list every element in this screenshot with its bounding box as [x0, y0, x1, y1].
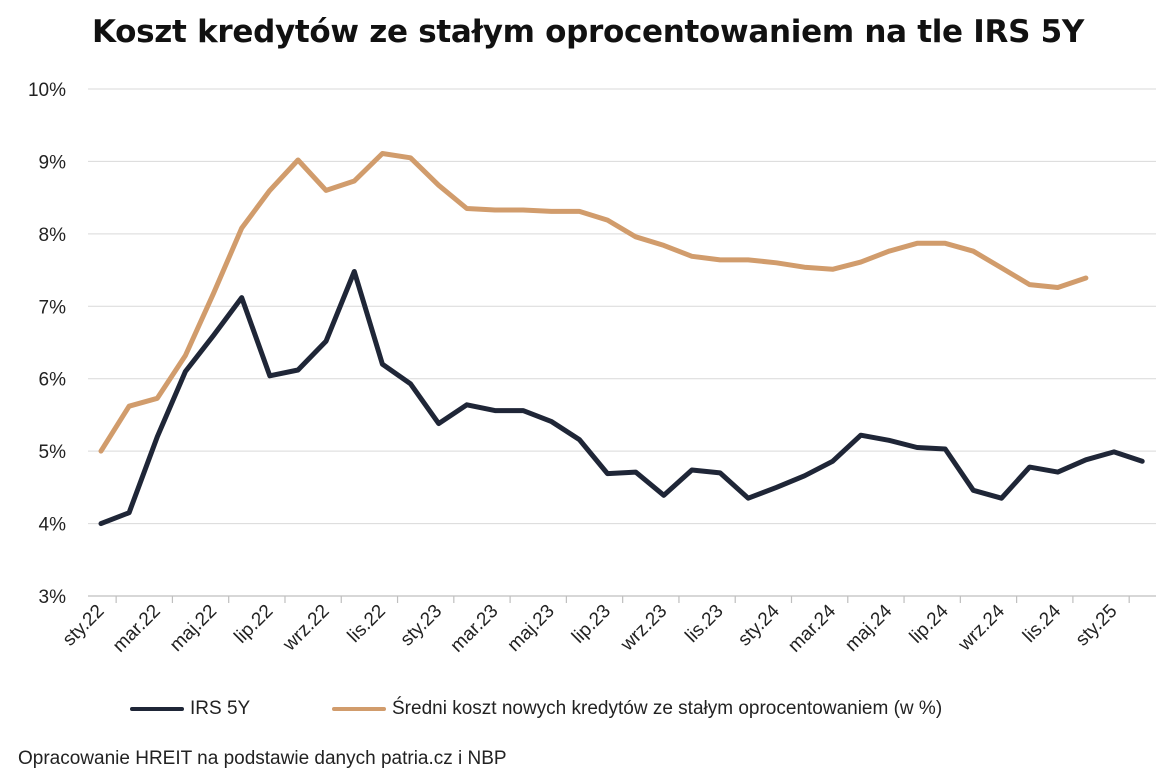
gridlines — [88, 88, 1156, 525]
series-line-loan-cost — [98, 151, 1089, 454]
x-tick-label: lis.24 — [1019, 600, 1066, 647]
x-tick-label: sty.23 — [397, 601, 447, 651]
x-tick-label: lis.23 — [681, 601, 727, 647]
y-tick-label: 10% — [28, 80, 66, 101]
x-tick-label: wrz.23 — [616, 601, 671, 656]
legend-swatch-loan-cost — [332, 707, 386, 711]
x-tick-label: mar.22 — [109, 601, 165, 657]
y-tick-label: 3% — [39, 587, 67, 608]
x-tick-label: mar.24 — [784, 600, 840, 656]
series-line-irs-5y — [98, 269, 1145, 527]
y-tick-label: 4% — [39, 515, 67, 536]
x-tick-label: lip.22 — [230, 601, 277, 648]
x-tick-label: sty.25 — [1072, 601, 1122, 651]
legend-item-irs: IRS 5Y — [130, 698, 250, 720]
y-tick-label: 7% — [39, 297, 67, 318]
y-tick-label: 8% — [39, 225, 67, 246]
y-tick-label: 9% — [39, 152, 67, 173]
legend-label-irs: IRS 5Y — [190, 698, 251, 719]
x-tick-label: wrz.22 — [279, 601, 334, 656]
x-tick-label: lip.23 — [568, 601, 615, 648]
x-tick-label: sty.24 — [734, 600, 784, 650]
y-axis: 3% 4% 5% 6% 7% 8% 9% 10% — [28, 80, 66, 608]
x-tick-label: lis.22 — [344, 601, 390, 647]
x-tick-label: lip.24 — [906, 600, 953, 647]
x-tick-label: maj.22 — [166, 601, 221, 656]
series-lines — [98, 151, 1145, 527]
chart-title: Koszt kredytów ze stałym oprocentowaniem… — [91, 14, 1085, 50]
x-axis-labels: sty.22 mar.22 maj.22 lip.22 wrz.22 lis.22 sty.… — [59, 600, 1122, 656]
legend-swatch-irs — [130, 707, 184, 711]
legend-label-loan-cost: Średni koszt nowych kredytów ze stałym o… — [392, 698, 943, 719]
y-tick-label: 6% — [39, 370, 67, 391]
x-axis — [88, 595, 1156, 603]
legend-item-loan-cost: Średni koszt nowych kredytów ze stałym o… — [332, 698, 942, 720]
x-tick-label: maj.24 — [841, 600, 896, 655]
source-note: Opracowanie HREIT na podstawie danych pa… — [18, 748, 507, 769]
x-tick-label: maj.23 — [504, 601, 559, 656]
line-chart: 3%4%5%6%7%8%9%10% sty.22 mar.22 maj.22 lip.… — [28, 80, 1156, 657]
x-tick-label: mar.23 — [447, 601, 503, 657]
x-tick-label: sty.22 — [59, 601, 109, 651]
x-tick-label: wrz.24 — [954, 600, 1009, 655]
y-tick-label: 5% — [39, 442, 67, 463]
